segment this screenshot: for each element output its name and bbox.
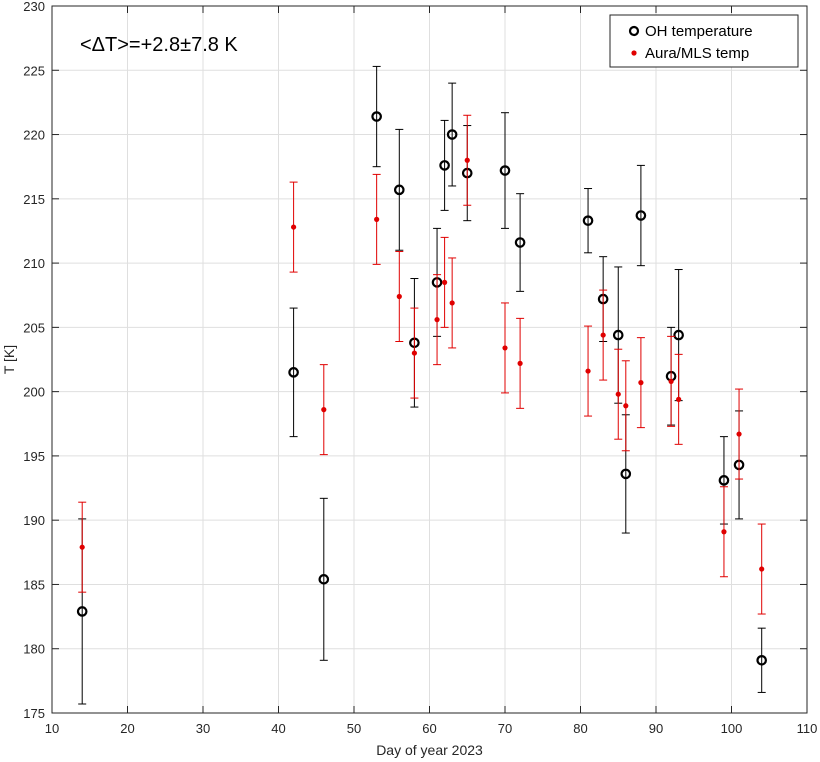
y-tick-label: 225 xyxy=(23,63,45,78)
data-point xyxy=(736,431,742,437)
y-tick-label: 210 xyxy=(23,256,45,271)
data-point xyxy=(321,407,327,413)
x-tick-label: 70 xyxy=(498,721,512,736)
legend: OH temperature Aura/MLS temp xyxy=(609,14,799,68)
data-point xyxy=(291,224,297,230)
data-point xyxy=(499,165,511,176)
data-point xyxy=(446,129,458,140)
data-point xyxy=(464,157,470,163)
data-point xyxy=(612,329,624,341)
data-point xyxy=(759,566,765,572)
aura-mls-series xyxy=(78,114,766,615)
data-point xyxy=(623,403,629,409)
x-tick-label: 40 xyxy=(271,721,285,736)
y-tick-label: 200 xyxy=(23,385,45,400)
legend-mls-marker xyxy=(631,50,637,56)
x-tick-label: 20 xyxy=(120,721,134,736)
axis-ticks: 10 20 30 40 50 60 70 80 90 100 110 175 180 185 190 195 2… xyxy=(23,0,817,736)
data-point xyxy=(718,475,730,486)
data-point xyxy=(615,391,621,397)
data-point xyxy=(721,529,727,535)
data-point xyxy=(288,367,299,378)
data-point xyxy=(673,329,684,341)
x-tick-label: 110 xyxy=(797,721,818,736)
x-tick-label: 60 xyxy=(422,721,436,736)
data-point xyxy=(585,368,591,374)
data-point xyxy=(514,237,526,248)
x-tick-label: 100 xyxy=(721,721,743,736)
data-point xyxy=(79,544,85,550)
data-point xyxy=(635,210,647,221)
plot-frame xyxy=(51,5,808,714)
x-tick-label: 10 xyxy=(45,721,59,736)
data-point xyxy=(517,360,523,366)
data-point xyxy=(676,396,682,402)
y-tick-label: 205 xyxy=(23,320,45,335)
data-point xyxy=(502,345,508,351)
y-tick-label: 230 xyxy=(23,0,45,14)
y-tick-label: 195 xyxy=(23,449,45,464)
legend-mls-label: Aura/MLS temp xyxy=(645,45,749,62)
data-point xyxy=(668,378,674,384)
delta-t-annotation: <ΔT>=+2.8±7.8 K xyxy=(80,34,238,56)
data-point xyxy=(411,350,417,356)
data-point xyxy=(76,606,88,617)
y-tick-label: 190 xyxy=(23,513,45,528)
y-tick-label: 180 xyxy=(23,642,45,657)
x-tick-label: 90 xyxy=(649,721,663,736)
y-tick-label: 220 xyxy=(23,128,45,143)
data-point xyxy=(638,380,644,386)
legend-oh-marker xyxy=(628,25,640,37)
data-point xyxy=(393,184,405,196)
data-point xyxy=(582,215,594,226)
data-point xyxy=(396,293,402,300)
y-tick-label: 215 xyxy=(23,192,45,207)
y-axis-label: T [K] xyxy=(1,345,17,374)
data-point xyxy=(434,317,440,323)
x-tick-label: 30 xyxy=(196,721,210,736)
x-tick-label: 50 xyxy=(347,721,361,736)
data-series xyxy=(76,65,767,705)
y-tick-label: 175 xyxy=(23,706,45,721)
data-point xyxy=(318,574,330,585)
y-tick-label: 185 xyxy=(23,577,45,592)
data-point xyxy=(371,111,382,122)
data-point xyxy=(439,160,450,171)
data-point xyxy=(449,300,455,306)
data-point xyxy=(442,279,448,285)
data-point xyxy=(374,216,380,222)
x-tick-label: 80 xyxy=(573,721,587,736)
data-point xyxy=(756,654,767,666)
data-point xyxy=(620,468,632,480)
legend-box xyxy=(609,14,799,68)
legend-oh-label: OH temperature xyxy=(645,23,753,40)
data-point xyxy=(600,332,606,338)
x-axis-label: Day of year 2023 xyxy=(376,742,483,758)
